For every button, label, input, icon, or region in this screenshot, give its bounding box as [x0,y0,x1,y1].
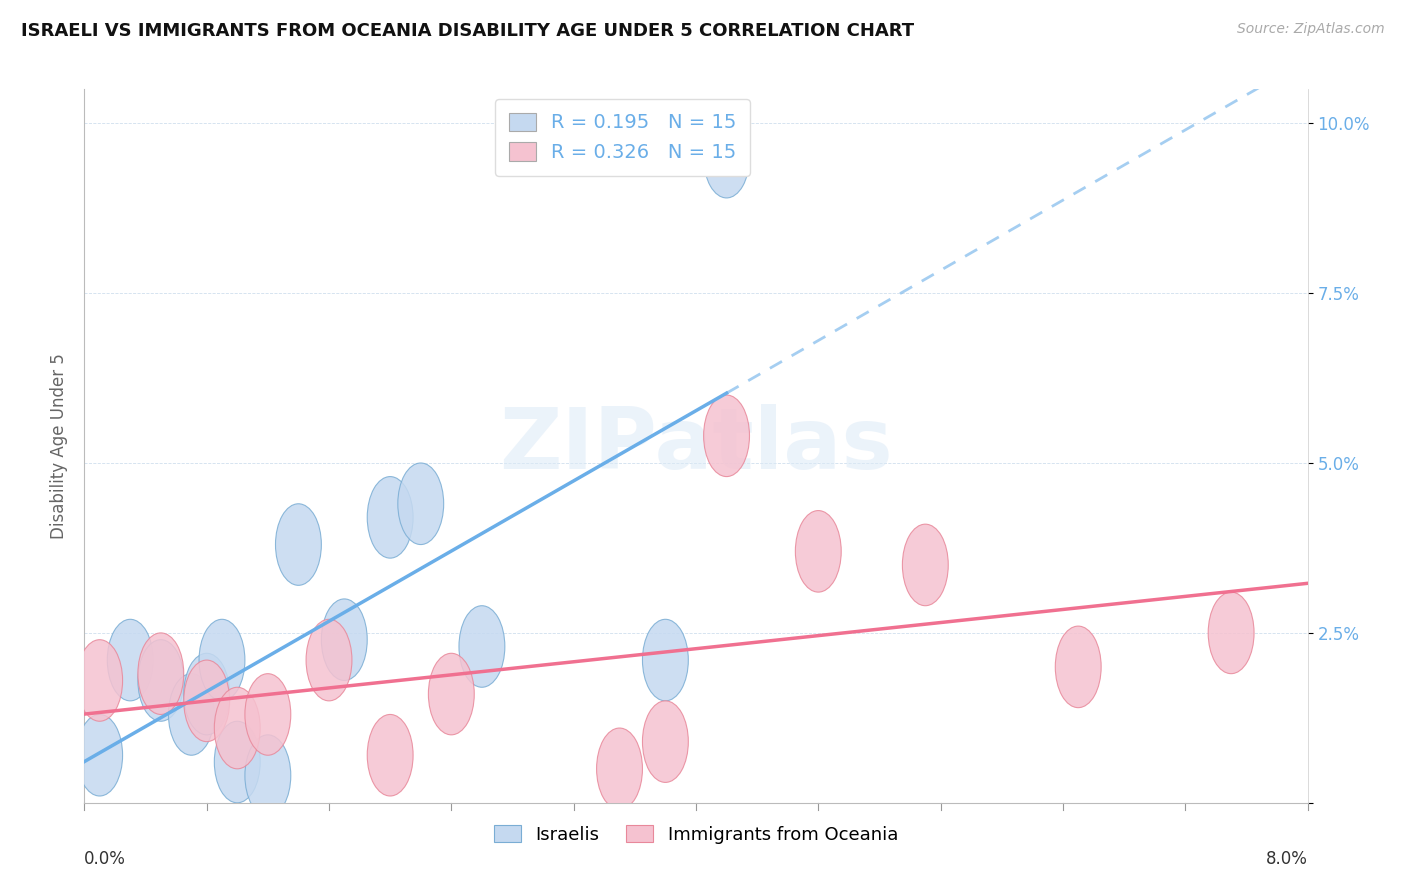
Ellipse shape [429,653,474,735]
Ellipse shape [245,735,291,816]
Ellipse shape [138,633,184,714]
Ellipse shape [107,619,153,701]
Ellipse shape [322,599,367,681]
Ellipse shape [276,504,322,585]
Ellipse shape [77,640,122,722]
Ellipse shape [596,728,643,810]
Ellipse shape [184,653,229,735]
Ellipse shape [903,524,948,606]
Ellipse shape [367,476,413,558]
Text: ISRAELI VS IMMIGRANTS FROM OCEANIA DISABILITY AGE UNDER 5 CORRELATION CHART: ISRAELI VS IMMIGRANTS FROM OCEANIA DISAB… [21,22,914,40]
Ellipse shape [367,714,413,796]
Ellipse shape [307,619,352,701]
Ellipse shape [643,701,689,782]
Ellipse shape [796,510,841,592]
Text: 0.0%: 0.0% [84,850,127,869]
Ellipse shape [1208,592,1254,673]
Ellipse shape [703,395,749,476]
Ellipse shape [398,463,444,544]
Text: 8.0%: 8.0% [1265,850,1308,869]
Ellipse shape [458,606,505,687]
Ellipse shape [214,687,260,769]
Ellipse shape [138,640,184,722]
Ellipse shape [1056,626,1101,707]
Ellipse shape [184,660,229,741]
Ellipse shape [643,619,689,701]
Ellipse shape [245,673,291,756]
Ellipse shape [77,714,122,796]
Ellipse shape [200,619,245,701]
Ellipse shape [169,673,214,756]
Text: ZIPatlas: ZIPatlas [499,404,893,488]
Text: Source: ZipAtlas.com: Source: ZipAtlas.com [1237,22,1385,37]
Ellipse shape [214,722,260,803]
Legend: Israelis, Immigrants from Oceania: Israelis, Immigrants from Oceania [486,818,905,851]
Ellipse shape [703,116,749,198]
Y-axis label: Disability Age Under 5: Disability Age Under 5 [49,353,67,539]
